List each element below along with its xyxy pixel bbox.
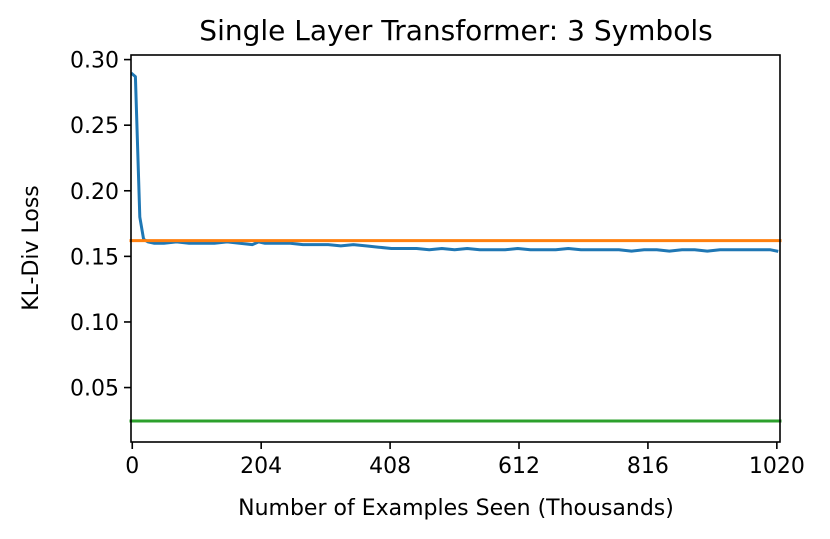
series-line-1 bbox=[130, 71, 779, 253]
x-tick-label: 612 bbox=[498, 454, 540, 479]
y-axis-label: KL-Div Loss bbox=[19, 185, 44, 311]
x-tick-label: 1020 bbox=[749, 454, 805, 479]
y-tick-label: 0.15 bbox=[70, 245, 119, 270]
y-tick-label: 0.10 bbox=[70, 311, 119, 336]
y-tick-label: 0.20 bbox=[70, 180, 119, 205]
x-axis: 0 204 408 612 816 1020 bbox=[125, 442, 805, 479]
plot-area bbox=[129, 71, 782, 423]
x-tick-label: 408 bbox=[369, 454, 411, 479]
y-axis: 0.05 0.10 0.15 0.20 0.25 0.30 bbox=[70, 49, 131, 402]
x-tick-label: 0 bbox=[125, 454, 139, 479]
x-axis-label: Number of Examples Seen (Thousands) bbox=[238, 496, 674, 521]
x-tick-label: 204 bbox=[240, 454, 282, 479]
y-tick-label: 0.25 bbox=[70, 114, 119, 139]
x-tick-label: 816 bbox=[627, 454, 669, 479]
chart-title: Single Layer Transformer: 3 Symbols bbox=[199, 14, 712, 47]
y-tick-label: 0.30 bbox=[70, 49, 119, 74]
axes-frame bbox=[130, 54, 781, 443]
y-tick-label: 0.05 bbox=[70, 377, 119, 402]
